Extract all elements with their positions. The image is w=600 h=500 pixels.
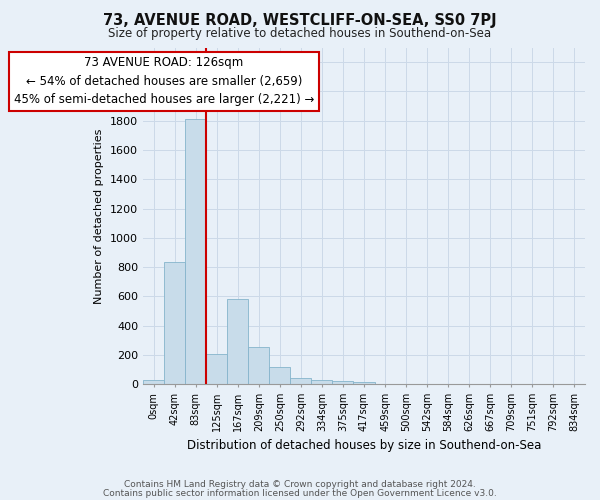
Bar: [332, 381, 353, 384]
Text: Contains HM Land Registry data © Crown copyright and database right 2024.: Contains HM Land Registry data © Crown c…: [124, 480, 476, 489]
Bar: [164, 262, 185, 384]
Bar: [206, 354, 227, 384]
Bar: [290, 378, 311, 384]
Bar: [185, 119, 206, 384]
Text: Size of property relative to detached houses in Southend-on-Sea: Size of property relative to detached ho…: [109, 28, 491, 40]
X-axis label: Distribution of detached houses by size in Southend-on-Sea: Distribution of detached houses by size …: [187, 440, 541, 452]
Bar: [143, 380, 164, 384]
Bar: [311, 380, 332, 384]
Bar: [227, 298, 248, 384]
Bar: [269, 368, 290, 384]
Text: Contains public sector information licensed under the Open Government Licence v3: Contains public sector information licen…: [103, 488, 497, 498]
Text: 73, AVENUE ROAD, WESTCLIFF-ON-SEA, SS0 7PJ: 73, AVENUE ROAD, WESTCLIFF-ON-SEA, SS0 7…: [103, 12, 497, 28]
Bar: [353, 382, 374, 384]
Y-axis label: Number of detached properties: Number of detached properties: [94, 128, 104, 304]
Text: 73 AVENUE ROAD: 126sqm
← 54% of detached houses are smaller (2,659)
45% of semi-: 73 AVENUE ROAD: 126sqm ← 54% of detached…: [14, 56, 314, 106]
Bar: [248, 347, 269, 384]
